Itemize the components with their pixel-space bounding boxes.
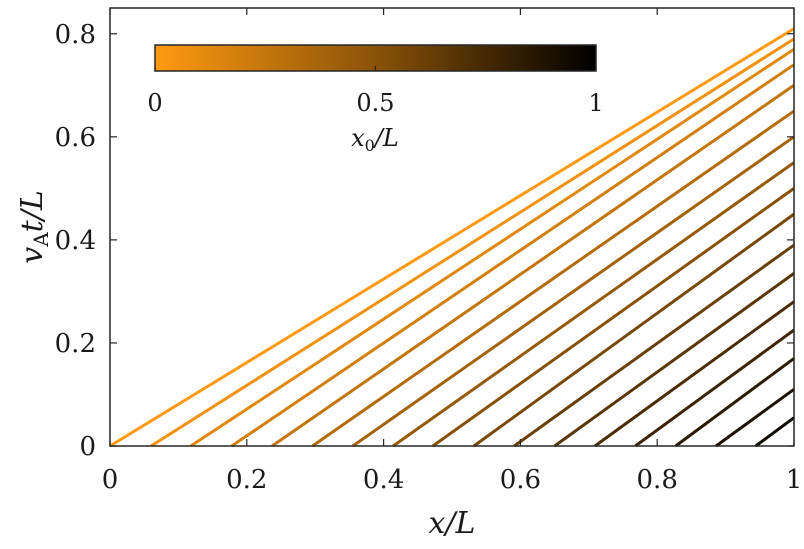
y-tick-label-0: 0 [79,432,96,462]
x-tick-label-1: 0.2 [226,465,267,495]
y-tick-label-3: 0.6 [55,123,96,153]
series-line-14 [674,357,795,448]
series-line-2 [189,47,795,448]
y-tick-label-1: 0.2 [55,329,96,359]
plot-frame [109,7,795,447]
colorbar-tick-label-1: 1 [588,89,603,117]
x-tick-label-0: 0 [102,465,119,495]
x-tick-label-4: 0.8 [637,465,678,495]
colorbar-tick-label-0.5: 0.5 [356,89,394,117]
series-line-8 [431,187,795,448]
x-axis-label: x/L [429,506,476,541]
series-line-11 [553,272,795,448]
series-line-1 [150,37,795,448]
series-line-3 [230,63,795,448]
series-line-12 [594,300,795,448]
series-line-13 [634,328,795,448]
characteristic-lines [109,27,795,448]
colorbar: 0 0.5 1 x0/L [147,44,604,155]
colorbar-tick-label-0: 0 [147,89,162,117]
y-tick-label-4: 0.8 [55,20,96,50]
series-line-9 [473,212,795,448]
plot-area [110,8,794,446]
y-ticks: 0 0.2 0.4 0.6 0.8 [55,20,794,462]
series-line-5 [311,109,795,448]
series-line-6 [351,135,795,448]
series-line-10 [513,243,795,448]
x-tick-label-2: 0.4 [363,465,404,495]
y-tick-label-2: 0.4 [55,226,96,256]
series-line-16 [754,416,795,448]
series-line-7 [392,161,795,448]
x-tick-label-5: 1 [786,465,803,495]
x-ticks: 0 0.2 0.4 0.6 0.8 1 [102,8,803,495]
series-line-15 [715,388,795,448]
y-axis-label: vAt/L [15,190,53,264]
series-line-0 [109,27,795,448]
series-line-4 [271,84,795,448]
x-tick-label-3: 0.6 [500,465,541,495]
colorbar-title: x0/L [351,124,399,155]
